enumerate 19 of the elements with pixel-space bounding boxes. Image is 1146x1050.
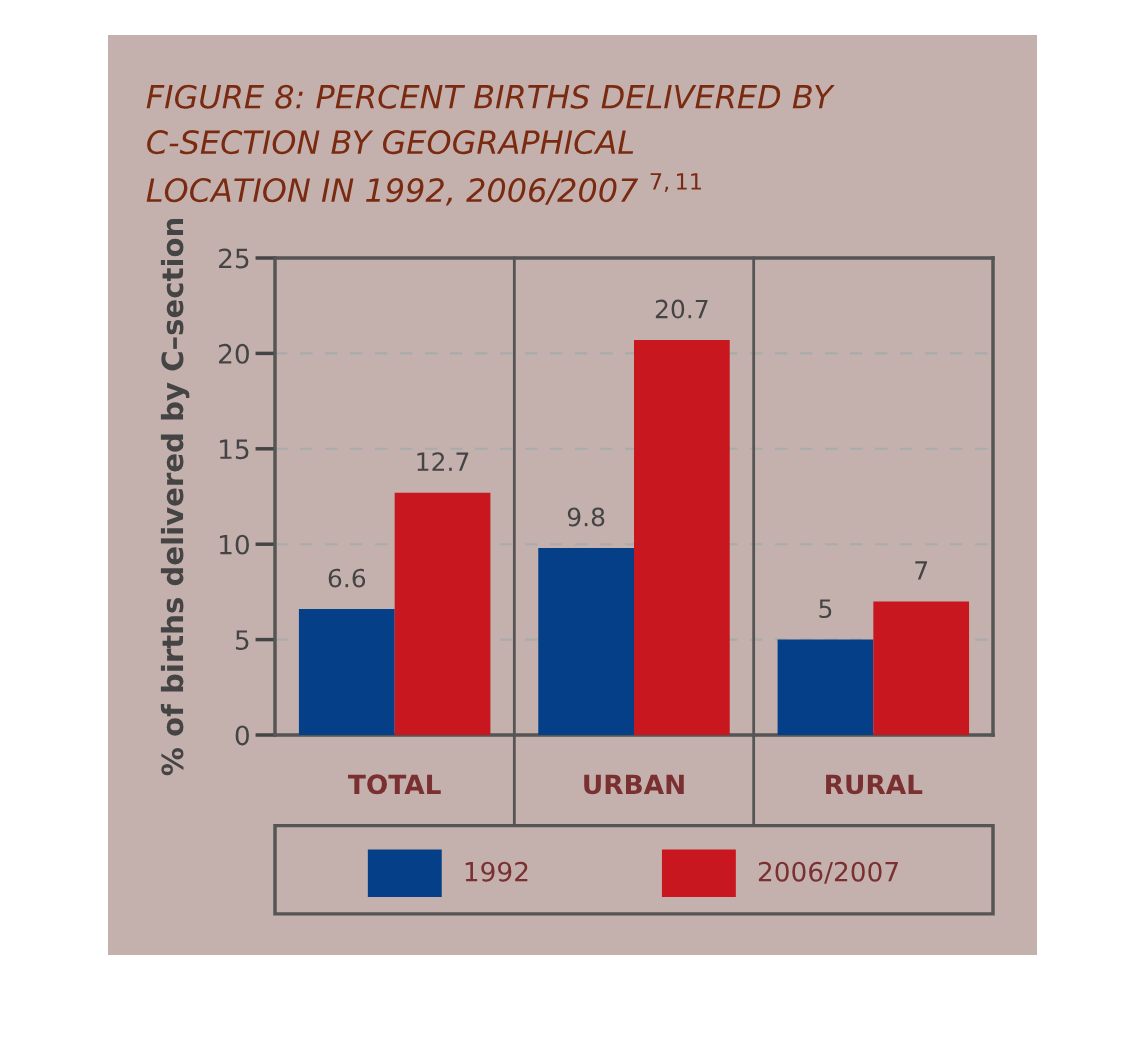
data-label: 20.7 — [655, 299, 708, 319]
data-label: 9.8 — [567, 507, 605, 527]
y-tick-label: 20 — [219, 343, 249, 364]
legend-label: 2006/2007 — [758, 861, 898, 884]
y-tick-label: 5 — [235, 630, 249, 650]
x-tick-label: TOTAL — [347, 774, 441, 795]
chart-title: FIGURE 8: PERCENT BIRTHS DELIVERED BY C-SECTION BY GEOGRAPHICAL LOCATION IN 1992, 2006/2007 $^{7,11}$ — [146, 84, 835, 206]
y-tick-label: 15 — [220, 439, 249, 460]
data-label: 12.7 — [417, 452, 469, 471]
data-label: 7 — [915, 561, 928, 580]
x-tick-label: URBAN — [584, 774, 684, 795]
data-label: 6.6 — [328, 568, 366, 588]
y-tick-label: 10 — [220, 534, 249, 555]
y-axis-title: % of births delivered by C–section — [160, 218, 190, 776]
y-tick-label: 0 — [235, 725, 249, 746]
data-label: 5 — [819, 599, 832, 619]
x-tick-label: RURAL — [826, 774, 923, 795]
y-tick-label: 25 — [219, 248, 249, 269]
legend-label: 1992 — [465, 861, 528, 882]
